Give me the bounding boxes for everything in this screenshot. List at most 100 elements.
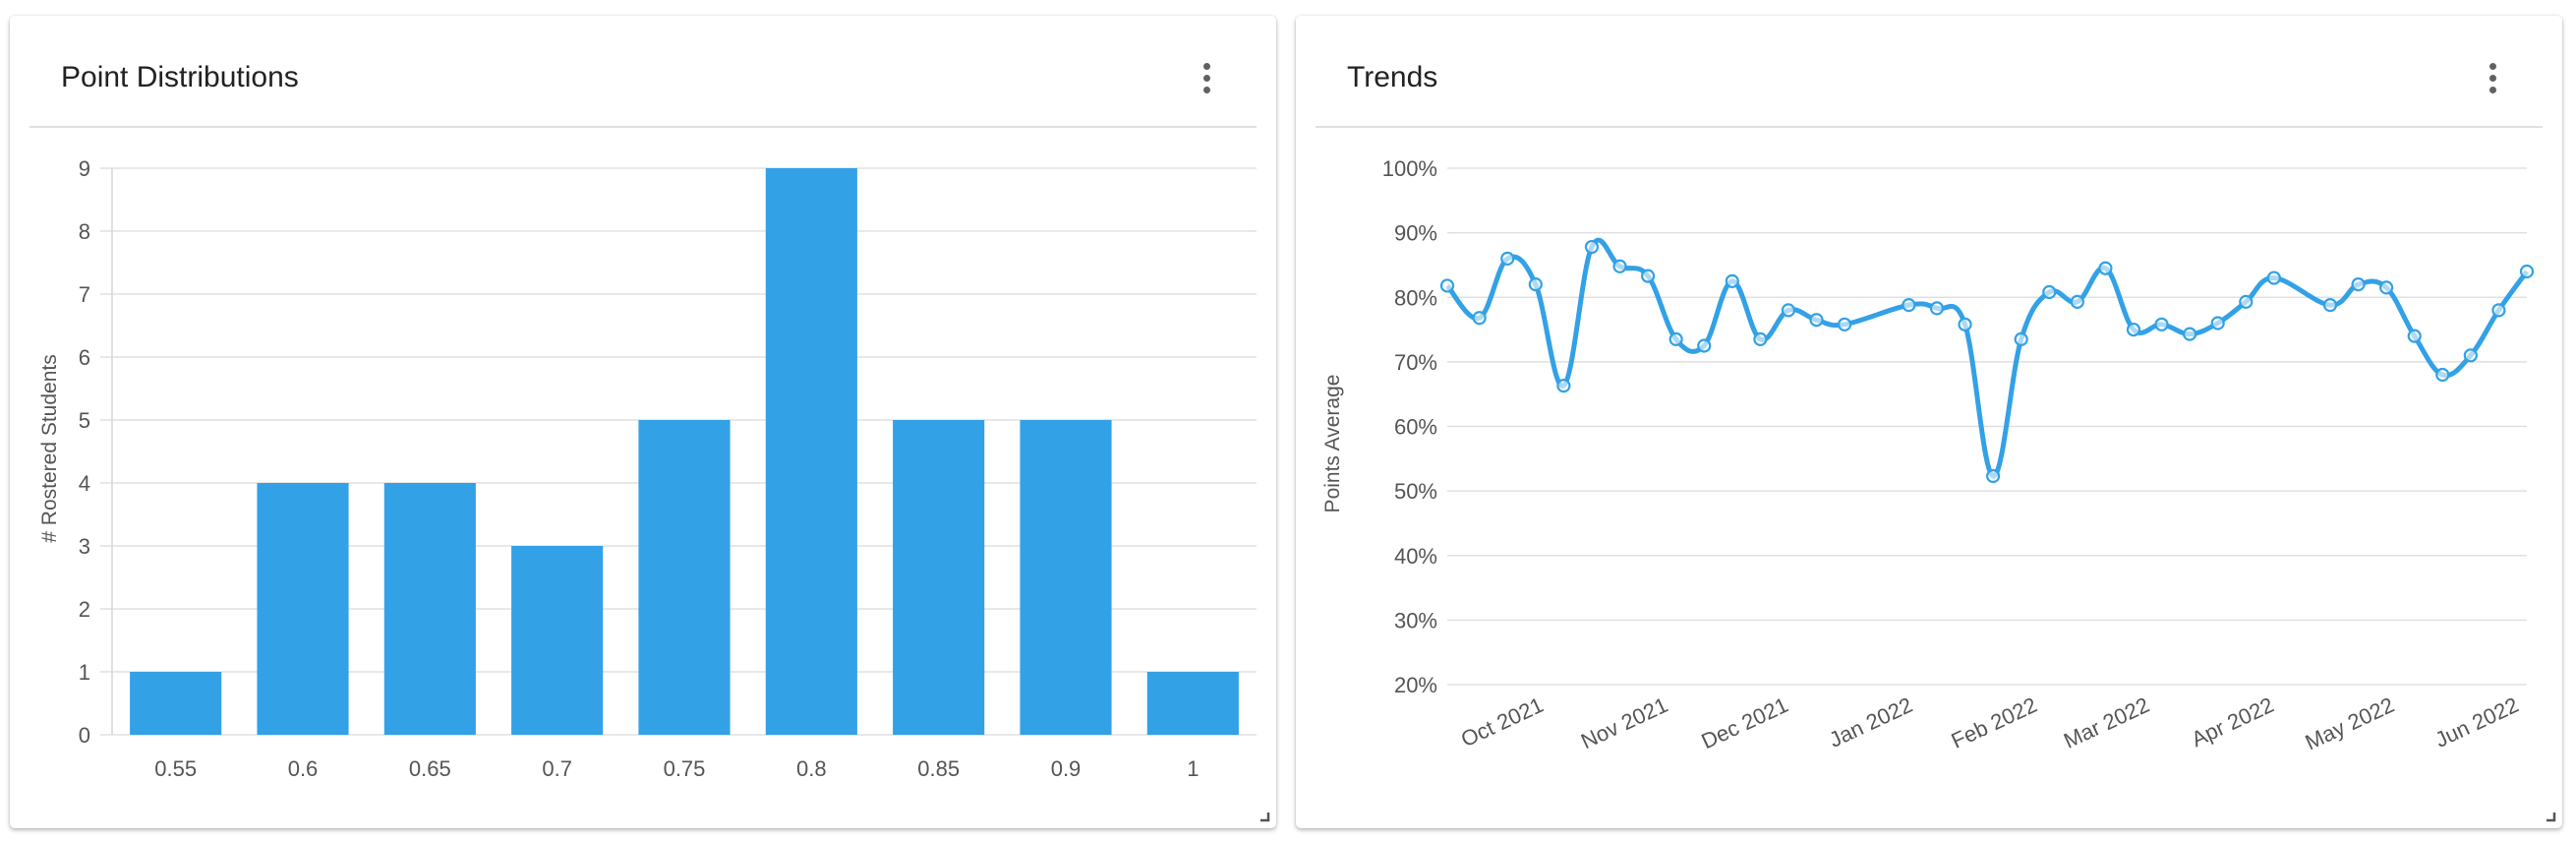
data-point[interactable] [2183, 327, 2197, 341]
y-tick-label: 20% [1394, 673, 1437, 697]
bar[interactable] [511, 546, 604, 735]
data-point[interactable] [1929, 301, 1945, 316]
x-tick-label: 0.85 [917, 756, 960, 781]
data-point[interactable] [2379, 280, 2394, 295]
y-tick-label: 50% [1394, 479, 1437, 504]
series-line [1445, 237, 2530, 479]
data-point[interactable] [2070, 294, 2084, 309]
bar[interactable] [130, 672, 222, 735]
axes: 0 1 2 3 4 5 6 7 8 9 0.55 0.6 0.65 0.7 0.75 0.8 0.85 0.9 1 [79, 156, 1200, 781]
data-point[interactable] [2463, 348, 2478, 363]
x-tick-label: Apr 2022 [2188, 692, 2277, 752]
x-tick-label: 0.9 [1051, 756, 1082, 781]
data-point[interactable] [2210, 316, 2225, 331]
y-tick-label: 0 [79, 723, 90, 748]
bars [130, 168, 1239, 735]
gridlines [1447, 167, 2527, 686]
data-point[interactable] [1958, 317, 1972, 331]
y-tick-label: 4 [79, 471, 90, 496]
x-tick-label: Dec 2021 [1698, 692, 1792, 753]
data-point[interactable] [1753, 331, 1768, 347]
data-point[interactable] [1640, 269, 1656, 283]
data-point[interactable] [2266, 271, 2281, 285]
resize-handle-icon[interactable] [1259, 811, 1270, 822]
data-point[interactable] [1584, 239, 1600, 255]
y-tick-label: 9 [79, 156, 90, 181]
x-tick-label: May 2022 [2302, 692, 2398, 754]
y-tick-label: 8 [79, 219, 90, 244]
data-point[interactable] [2126, 322, 2141, 337]
data-point[interactable] [2322, 298, 2338, 313]
x-tick-label: 0.7 [542, 756, 572, 781]
data-point[interactable] [2154, 317, 2169, 331]
resize-handle-icon[interactable] [2545, 811, 2556, 822]
y-tick-label: 80% [1394, 285, 1437, 310]
x-tick-label: 0.65 [409, 756, 451, 781]
y-tick-label: 100% [1382, 156, 1437, 181]
divider [29, 126, 1257, 128]
y-tick-label: 90% [1394, 221, 1437, 246]
data-point[interactable] [1669, 331, 1683, 347]
y-tick-label: 6 [79, 345, 90, 370]
x-tick-label: Nov 2021 [1577, 692, 1671, 753]
axes: 20% 30% 40% 50% 60% 70% 80% 90% 100% Oct 2021 Nov … [1382, 156, 2523, 754]
data-point[interactable] [1500, 251, 1515, 266]
y-tick-label: 7 [79, 282, 90, 307]
data-point[interactable] [1612, 259, 1627, 273]
x-tick-label: Mar 2022 [2060, 692, 2153, 753]
data-point[interactable] [2098, 261, 2113, 275]
data-point[interactable] [2435, 367, 2450, 383]
bar[interactable] [1020, 420, 1112, 735]
data-point[interactable] [2042, 284, 2057, 300]
data-point[interactable] [1837, 317, 1852, 331]
y-tick-label: 70% [1394, 350, 1437, 375]
x-tick-label: 0.8 [796, 756, 827, 781]
data-point[interactable] [1902, 298, 1916, 313]
data-point[interactable] [1556, 379, 1571, 393]
x-tick-label: Oct 2021 [1457, 692, 1547, 752]
data-point[interactable] [1472, 311, 1487, 326]
x-tick-label: 1 [1187, 756, 1199, 781]
bar[interactable] [893, 420, 985, 735]
bar[interactable] [638, 420, 731, 735]
data-point[interactable] [2491, 303, 2506, 318]
data-point[interactable] [1439, 278, 1455, 293]
y-tick-label: 40% [1394, 544, 1437, 569]
bar[interactable] [765, 168, 857, 735]
data-point[interactable] [2407, 329, 2422, 343]
x-tick-label: 0.55 [154, 756, 197, 781]
x-tick-label: Jun 2022 [2431, 692, 2523, 752]
data-point[interactable] [1809, 313, 1824, 328]
x-tick-label: 0.6 [288, 756, 319, 781]
bar[interactable] [1146, 672, 1239, 735]
bar[interactable] [257, 483, 349, 735]
y-tick-label: 2 [79, 597, 90, 622]
y-axis-label: Points Average [1321, 375, 1344, 513]
more-vert-icon[interactable] [2482, 63, 2505, 96]
y-axis-label: # Rostered Students [38, 354, 61, 542]
data-point[interactable] [2014, 331, 2028, 347]
series [1439, 237, 2535, 484]
y-tick-label: 30% [1394, 608, 1437, 632]
x-tick-label: Jan 2022 [1825, 692, 1916, 752]
line-chart: 20% 30% 40% 50% 60% 70% 80% 90% 100% Oct 2021 Nov … [1321, 156, 2535, 754]
data-point[interactable] [1781, 303, 1796, 318]
data-point[interactable] [2239, 294, 2254, 309]
y-tick-label: 1 [79, 660, 90, 685]
trends-card: Trends 20% 30% 40% 50% 60% 70% 80% 90% 100% Oct 2… [1296, 16, 2562, 828]
bar[interactable] [383, 483, 476, 735]
more-vert-icon[interactable] [1196, 63, 1219, 96]
data-point[interactable] [2519, 264, 2535, 279]
data-point[interactable] [1528, 277, 1543, 292]
divider [1316, 126, 2543, 128]
card-title: Trends [1347, 61, 1438, 93]
data-point[interactable] [1697, 338, 1712, 353]
y-tick-label: 60% [1394, 415, 1437, 440]
point-distributions-card: Point Distributions 0 1 2 3 4 5 6 7 8 9 0.55 0.6 0.6… [10, 16, 1276, 828]
x-tick-label: 0.75 [664, 756, 706, 781]
data-point[interactable] [1986, 468, 2001, 484]
data-point[interactable] [2351, 277, 2366, 292]
card-title: Point Distributions [61, 61, 299, 93]
data-point[interactable] [1725, 273, 1739, 288]
